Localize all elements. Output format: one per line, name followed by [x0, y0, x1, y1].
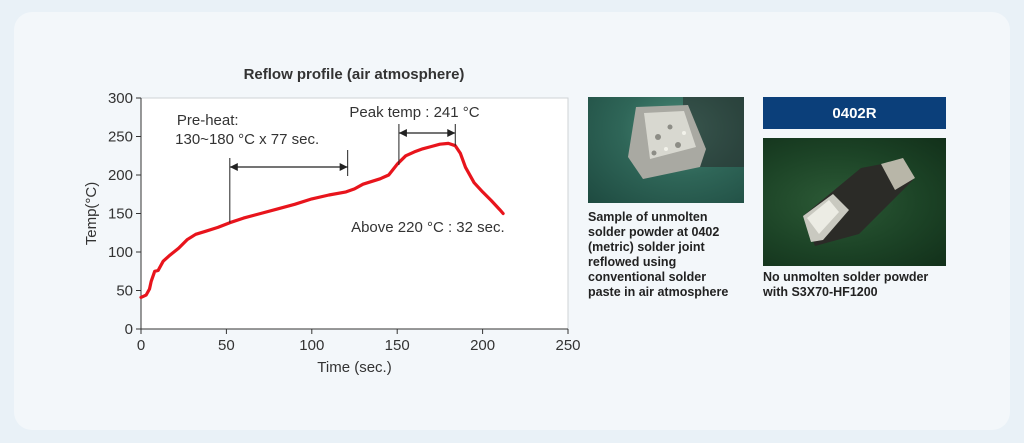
y-tick-label: 150 [108, 206, 133, 223]
plot-area [140, 97, 569, 330]
y-tick-label: 200 [108, 167, 133, 184]
y-tick-label: 100 [108, 244, 133, 261]
caption-line: Sample of unmolten [588, 210, 708, 224]
peak-span [398, 129, 456, 137]
chart-axes [140, 97, 569, 330]
caption-line: No unmolten solder powder [763, 270, 929, 284]
span-arrow-left [398, 129, 407, 137]
component-closeup-image [628, 97, 744, 179]
chart-ticks: 0 50 100 150 200 250 0 50 100 150 200 250 300 Time (s… [83, 90, 581, 376]
caption-line: with S3X70-HF1200 [763, 285, 878, 299]
chart-annotations: Pre-heat: 130~180 °C x 77 sec. Peak temp :… [175, 104, 505, 236]
unmolten-solder-photo [588, 97, 744, 203]
caption-line: (metric) solder joint [588, 240, 705, 254]
span-arrow-left [229, 163, 238, 171]
caption-line: solder powder at 0402 [588, 225, 720, 239]
preheat-label-line2: 130~180 °C x 77 sec. [175, 131, 319, 148]
caption-line: reflowed using [588, 255, 677, 269]
clean-solder-photo [763, 138, 946, 266]
preheat-label-line1: Pre-heat: [177, 112, 239, 129]
x-tick-label: 150 [385, 337, 410, 354]
x-tick-label: 250 [555, 337, 580, 354]
x-tick-label: 200 [470, 337, 495, 354]
temperature-profile-line [139, 141, 505, 299]
preheat-span [229, 163, 348, 171]
caption-line: paste in air atmosphere [588, 285, 729, 299]
chart-title: Reflow profile (air atmosphere) [243, 66, 465, 83]
y-axis-label: Temp(°C) [83, 182, 100, 246]
y-tick-label: 0 [125, 321, 133, 338]
y-tick-label: 250 [108, 129, 133, 146]
component-clean-image [803, 158, 915, 246]
x-tick-label: 0 [137, 337, 145, 354]
x-axis-label: Time (sec.) [317, 359, 391, 376]
y-tick-label: 300 [108, 90, 133, 107]
x-tick-label: 100 [299, 337, 324, 354]
y-tick-label: 50 [116, 283, 133, 300]
x-tick-label: 50 [218, 337, 235, 354]
left-photo-caption: Sample of unmolten solder powder at 0402… [588, 210, 758, 300]
peak-label: Peak temp : 241 °C [349, 104, 479, 121]
component-size-badge: 0402R [763, 97, 946, 129]
above-220-label: Above 220 °C : 32 sec. [351, 219, 505, 236]
span-arrow-right [447, 129, 456, 137]
span-arrow-right [339, 163, 348, 171]
right-photo-caption: No unmolten solder powder with S3X70-HF1… [763, 270, 963, 300]
chart-series [139, 141, 505, 299]
caption-line: conventional solder [588, 270, 707, 284]
